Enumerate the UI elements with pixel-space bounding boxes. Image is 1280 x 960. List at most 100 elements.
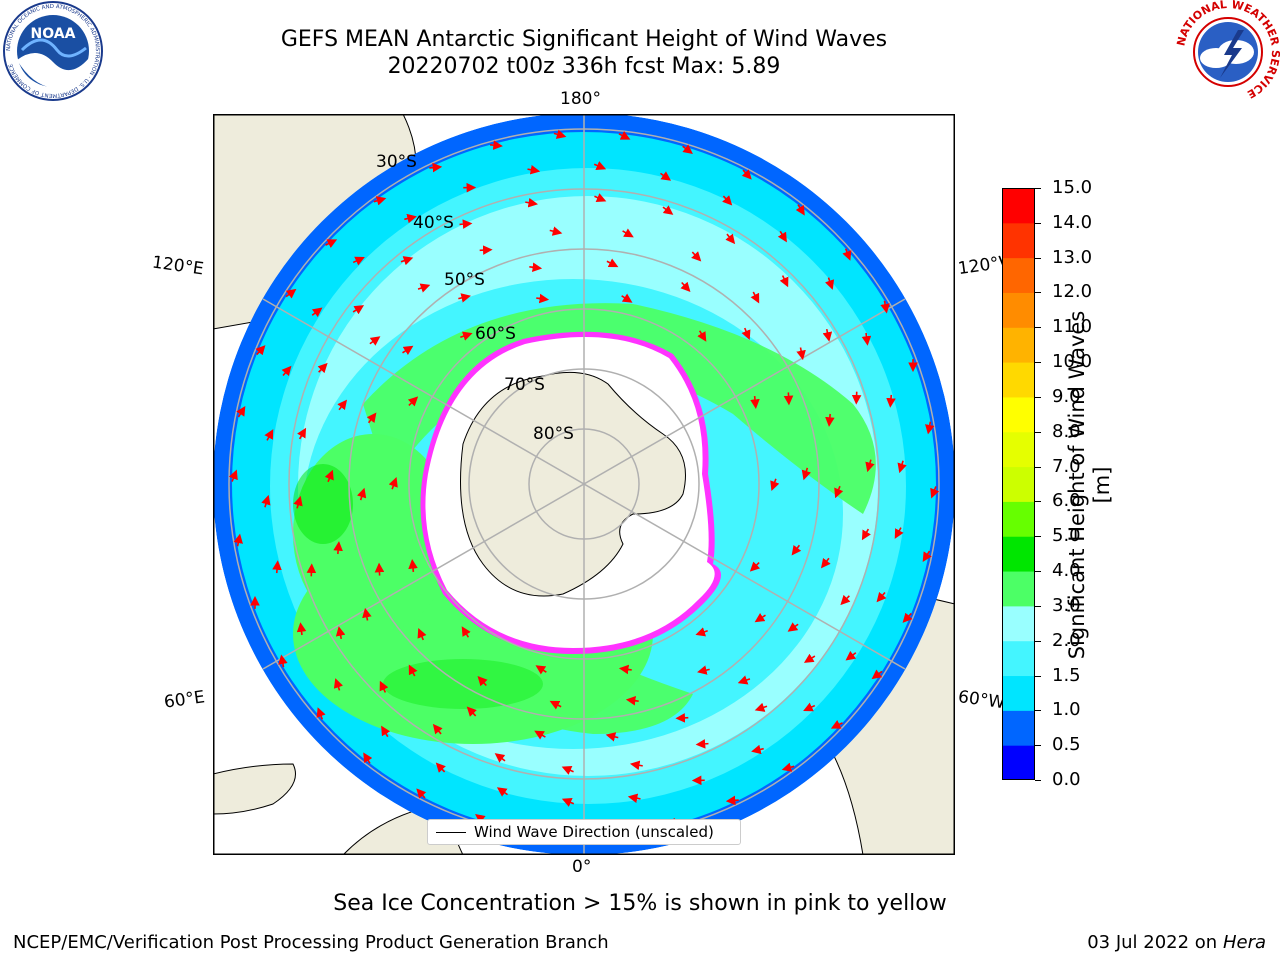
- wind-wave-arrow: [527, 165, 541, 175]
- wind-wave-arrow: [553, 129, 567, 139]
- wind-wave-arrow: [722, 195, 733, 206]
- wind-wave-arrow: [925, 421, 935, 435]
- wind-wave-arrow: [627, 793, 641, 803]
- wind-wave-arrow: [529, 262, 543, 273]
- wind-wave-arrow: [432, 723, 443, 735]
- wind-wave-arrow: [750, 396, 760, 409]
- colorbar-segment: [1002, 571, 1035, 607]
- wind-wave-arrow: [281, 365, 292, 377]
- wind-wave-arrow: [228, 469, 238, 482]
- wind-wave-arrow: [754, 702, 768, 712]
- wind-wave-arrow: [662, 205, 674, 215]
- colorbar-tick-mark: [1035, 396, 1041, 398]
- wind-wave-arrow: [871, 669, 883, 680]
- wind-wave-arrow: [489, 140, 503, 150]
- wind-wave-arrow: [861, 528, 871, 541]
- wind-wave-arrow: [460, 331, 473, 341]
- colorbar-tick-label: 13.0: [1052, 246, 1093, 268]
- lon-label-120e: 120°E: [150, 252, 205, 280]
- wind-wave-arrow: [783, 392, 794, 406]
- colorbar-segment: [1002, 292, 1035, 328]
- wind-wave-arrow: [725, 795, 739, 806]
- lon-label-60e: 60°E: [162, 687, 207, 713]
- wind-wave-arrow: [335, 626, 346, 640]
- wind-wave-arrow: [264, 429, 274, 441]
- wind-wave-arrows: [228, 129, 940, 839]
- wind-wave-arrow: [417, 628, 427, 641]
- wind-wave-arrow: [366, 412, 377, 424]
- colorbar: [1002, 188, 1035, 781]
- wind-wave-arrow: [317, 362, 328, 374]
- wind-wave-arrow: [325, 239, 338, 248]
- colorbar-tick-mark: [1035, 675, 1041, 677]
- wind-wave-arrow: [459, 219, 473, 229]
- colorbar-tick-mark: [1035, 292, 1041, 294]
- wind-wave-arrow: [791, 544, 802, 556]
- wind-wave-arrow: [416, 788, 427, 799]
- wind-wave-arrow: [534, 730, 546, 740]
- wind-wave-arrow: [435, 762, 446, 773]
- wind-wave-arrow: [404, 213, 417, 224]
- wind-wave-arrow: [429, 162, 443, 173]
- wind-wave-arrow: [525, 197, 539, 208]
- lat-label-50s: 50°S: [444, 270, 485, 290]
- colorbar-tick-label: 8.0: [1052, 420, 1081, 442]
- wind-wave-arrow: [388, 477, 398, 490]
- wind-wave-arrow: [822, 328, 833, 342]
- colorbar-segment: [1002, 605, 1035, 642]
- wind-wave-arrow: [324, 469, 334, 483]
- lon-label-0: 0°: [572, 857, 592, 877]
- noaa-logo-text: NOAA: [31, 26, 76, 42]
- wind-wave-arrow: [803, 653, 816, 663]
- wind-wave-arrow: [781, 762, 795, 772]
- wind-wave-arrow: [741, 169, 752, 180]
- wind-wave-arrow: [352, 256, 365, 266]
- wind-wave-arrow: [741, 327, 751, 340]
- wind-wave-arrow: [695, 627, 708, 637]
- sea-ice-caption: Sea Ice Concentration > 15% is shown in …: [333, 891, 947, 916]
- wind-wave-arrow: [886, 394, 896, 408]
- wind-wave-arrow: [922, 550, 932, 563]
- colorbar-segment: [1002, 536, 1035, 572]
- colorbar-segment: [1002, 188, 1035, 224]
- wind-wave-arrow: [749, 561, 761, 572]
- wind-wave-arrow: [363, 752, 373, 764]
- wind-wave-arrow: [787, 622, 799, 632]
- wind-wave-arrow: [621, 293, 633, 303]
- wind-wave-arrow: [675, 713, 689, 723]
- wind-wave-arrow: [796, 347, 806, 361]
- lat-label-30s: 30°S: [376, 152, 417, 172]
- wind-wave-arrow: [400, 256, 414, 266]
- wind-wave-arrow: [373, 196, 387, 206]
- colorbar-segment: [1002, 745, 1035, 781]
- wind-wave-arrow: [625, 695, 639, 706]
- lon-label-60w: 60°W: [956, 686, 1005, 714]
- colorbar-tick-label: 1.5: [1052, 664, 1081, 686]
- wind-wave-arrow: [660, 171, 672, 181]
- graticule: [228, 114, 940, 855]
- colorbar-tick-mark: [1035, 640, 1041, 642]
- colorbar-tick-label: 0.0: [1052, 769, 1081, 790]
- wind-wave-arrow: [845, 650, 857, 661]
- colorbar-tick-mark: [1035, 188, 1041, 189]
- wind-wave-arrow: [333, 678, 343, 691]
- wind-wave-arrow: [408, 664, 418, 677]
- wind-wave-arrow: [894, 527, 904, 539]
- wind-wave-arrow: [697, 665, 710, 675]
- polar-map: [212, 113, 956, 856]
- colorbar-segment: [1002, 327, 1035, 363]
- wind-wave-arrow: [801, 467, 811, 481]
- wind-wave-arrow: [750, 291, 760, 304]
- lon-label-180: 180°: [560, 89, 601, 109]
- wind-wave-arrow: [381, 725, 391, 738]
- wind-wave-arrow: [725, 233, 736, 245]
- wind-wave-arrow: [622, 228, 634, 238]
- colorbar-tick-label: 5.0: [1052, 525, 1081, 547]
- colorbar-tick-label: 10.0: [1052, 351, 1093, 373]
- wind-wave-arrow: [316, 707, 326, 720]
- colorbar-tick-mark: [1035, 536, 1041, 538]
- wind-wave-arrow: [549, 700, 562, 710]
- wind-wave-arrow: [379, 680, 389, 693]
- wind-wave-arrow: [930, 486, 940, 499]
- footer-date: 03 Jul 2022 on Hera: [1087, 932, 1266, 953]
